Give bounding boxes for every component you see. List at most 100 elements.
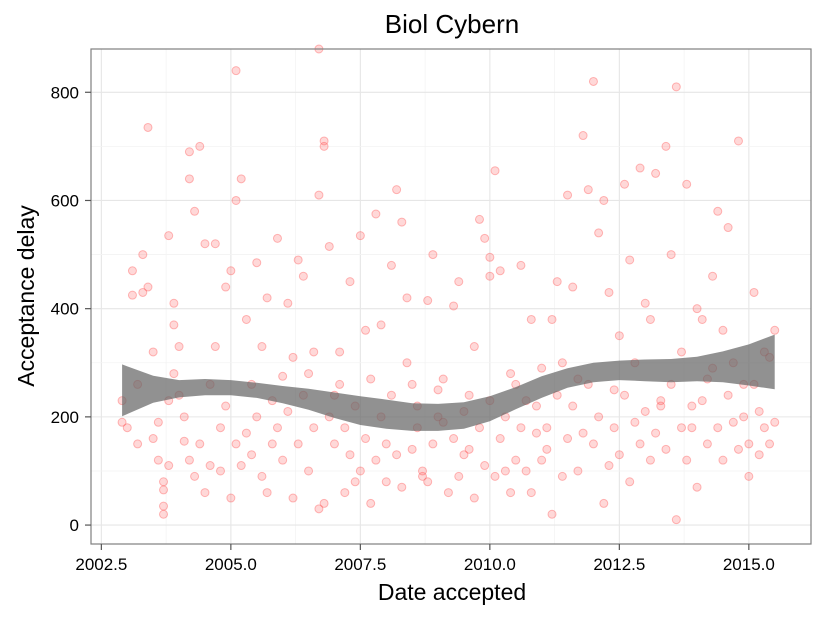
data-point (614, 331, 624, 341)
data-point (495, 434, 505, 444)
confidence-band (122, 334, 775, 431)
data-point (677, 347, 687, 357)
data-point (594, 412, 604, 422)
data-point (179, 412, 189, 422)
data-point (692, 482, 702, 492)
data-point (361, 325, 371, 335)
data-point (754, 450, 764, 460)
data-point (651, 168, 661, 178)
data-point (557, 471, 567, 481)
data-point (153, 455, 163, 465)
data-point (620, 390, 630, 400)
data-point (464, 444, 474, 454)
data-point (283, 406, 293, 416)
data-point (117, 417, 127, 427)
data-point (438, 374, 448, 384)
data-point (179, 436, 189, 446)
data-point (744, 471, 754, 481)
data-point (174, 342, 184, 352)
data-point (200, 488, 210, 498)
data-point (148, 347, 158, 357)
data-point (392, 185, 402, 195)
data-point (687, 423, 697, 433)
data-point (609, 423, 619, 433)
data-point (231, 439, 241, 449)
y-tick-label: 200 (51, 408, 79, 427)
data-point (397, 482, 407, 492)
x-axis-title: Date accepted (378, 579, 526, 605)
data-point (257, 471, 267, 481)
data-point (609, 385, 619, 395)
data-point (288, 493, 298, 503)
data-point (371, 455, 381, 465)
data-point (723, 223, 733, 233)
data-point (397, 217, 407, 227)
data-point (630, 417, 640, 427)
data-point (625, 255, 635, 265)
data-point (697, 396, 707, 406)
data-point (635, 439, 645, 449)
data-point (682, 455, 692, 465)
data-point (221, 282, 231, 292)
data-point (728, 417, 738, 427)
data-point (480, 233, 490, 243)
data-point (733, 444, 743, 454)
data-point (490, 166, 500, 176)
data-point (506, 369, 516, 379)
data-point (402, 358, 412, 368)
data-point (293, 439, 303, 449)
data-point (241, 428, 251, 438)
data-point (319, 136, 329, 146)
x-tick-label: 2002.5 (75, 555, 127, 574)
data-point (381, 439, 391, 449)
data-point (148, 434, 158, 444)
data-point (474, 214, 484, 224)
data-point (278, 371, 288, 381)
data-point (345, 277, 355, 287)
data-point (733, 136, 743, 146)
data-point (423, 477, 433, 487)
data-point (697, 314, 707, 324)
data-point (345, 450, 355, 460)
data-point (531, 428, 541, 438)
data-point (257, 342, 267, 352)
data-point (164, 461, 174, 471)
x-tick-label: 2007.5 (334, 555, 386, 574)
data-point (656, 396, 666, 406)
data-point (651, 428, 661, 438)
data-point (159, 509, 169, 519)
data-point (366, 498, 376, 508)
data-point (355, 466, 365, 476)
smooth-band (122, 334, 775, 431)
data-point (469, 342, 479, 352)
data-point (526, 488, 536, 498)
data-point (381, 477, 391, 487)
data-point (511, 455, 521, 465)
data-point (195, 439, 205, 449)
data-points (117, 44, 780, 525)
data-point (713, 423, 723, 433)
data-point (604, 287, 614, 297)
data-point (666, 250, 676, 260)
data-point (464, 390, 474, 400)
data-point (355, 231, 365, 241)
data-point (169, 369, 179, 379)
data-point (454, 471, 464, 481)
data-point (184, 147, 194, 157)
data-point (340, 423, 350, 433)
data-point (335, 379, 345, 389)
data-point (314, 190, 324, 200)
data-point (252, 412, 262, 422)
data-point (770, 325, 780, 335)
data-point (215, 423, 225, 433)
x-axis: 2002.5 2005.0 2007.5 2010.0 2012.5 2015.0 (75, 544, 775, 574)
data-point (640, 298, 650, 308)
data-point (656, 401, 666, 411)
data-point (547, 314, 557, 324)
data-point (759, 423, 769, 433)
data-point (418, 471, 428, 481)
data-point (645, 455, 655, 465)
data-point (407, 444, 417, 454)
x-tick-label: 2012.5 (593, 555, 645, 574)
